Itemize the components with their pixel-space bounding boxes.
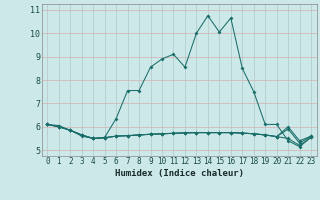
X-axis label: Humidex (Indice chaleur): Humidex (Indice chaleur) xyxy=(115,169,244,178)
